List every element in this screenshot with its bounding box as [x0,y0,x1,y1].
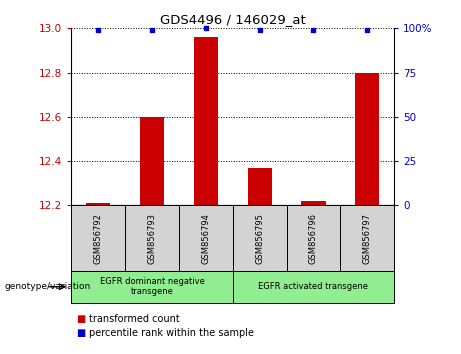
Text: genotype/variation: genotype/variation [5,282,91,291]
Text: ■: ■ [76,314,85,324]
Text: EGFR dominant negative
transgene: EGFR dominant negative transgene [100,277,205,296]
Bar [248,168,272,205]
Bar [194,37,218,205]
Bar [140,117,164,205]
Text: GSM856794: GSM856794 [201,213,210,263]
Title: GDS4496 / 146029_at: GDS4496 / 146029_at [160,13,306,26]
Text: transformed count: transformed count [89,314,180,324]
Text: percentile rank within the sample: percentile rank within the sample [89,328,254,338]
Text: GSM856796: GSM856796 [309,212,318,264]
Bar [301,201,325,205]
Bar [355,73,379,205]
Text: GSM856795: GSM856795 [255,213,264,263]
Text: EGFR activated transgene: EGFR activated transgene [259,282,368,291]
Bar [86,203,111,205]
Text: GSM856797: GSM856797 [363,212,372,264]
Text: GSM856792: GSM856792 [94,213,103,263]
Text: GSM856793: GSM856793 [148,212,157,264]
Text: ■: ■ [76,328,85,338]
